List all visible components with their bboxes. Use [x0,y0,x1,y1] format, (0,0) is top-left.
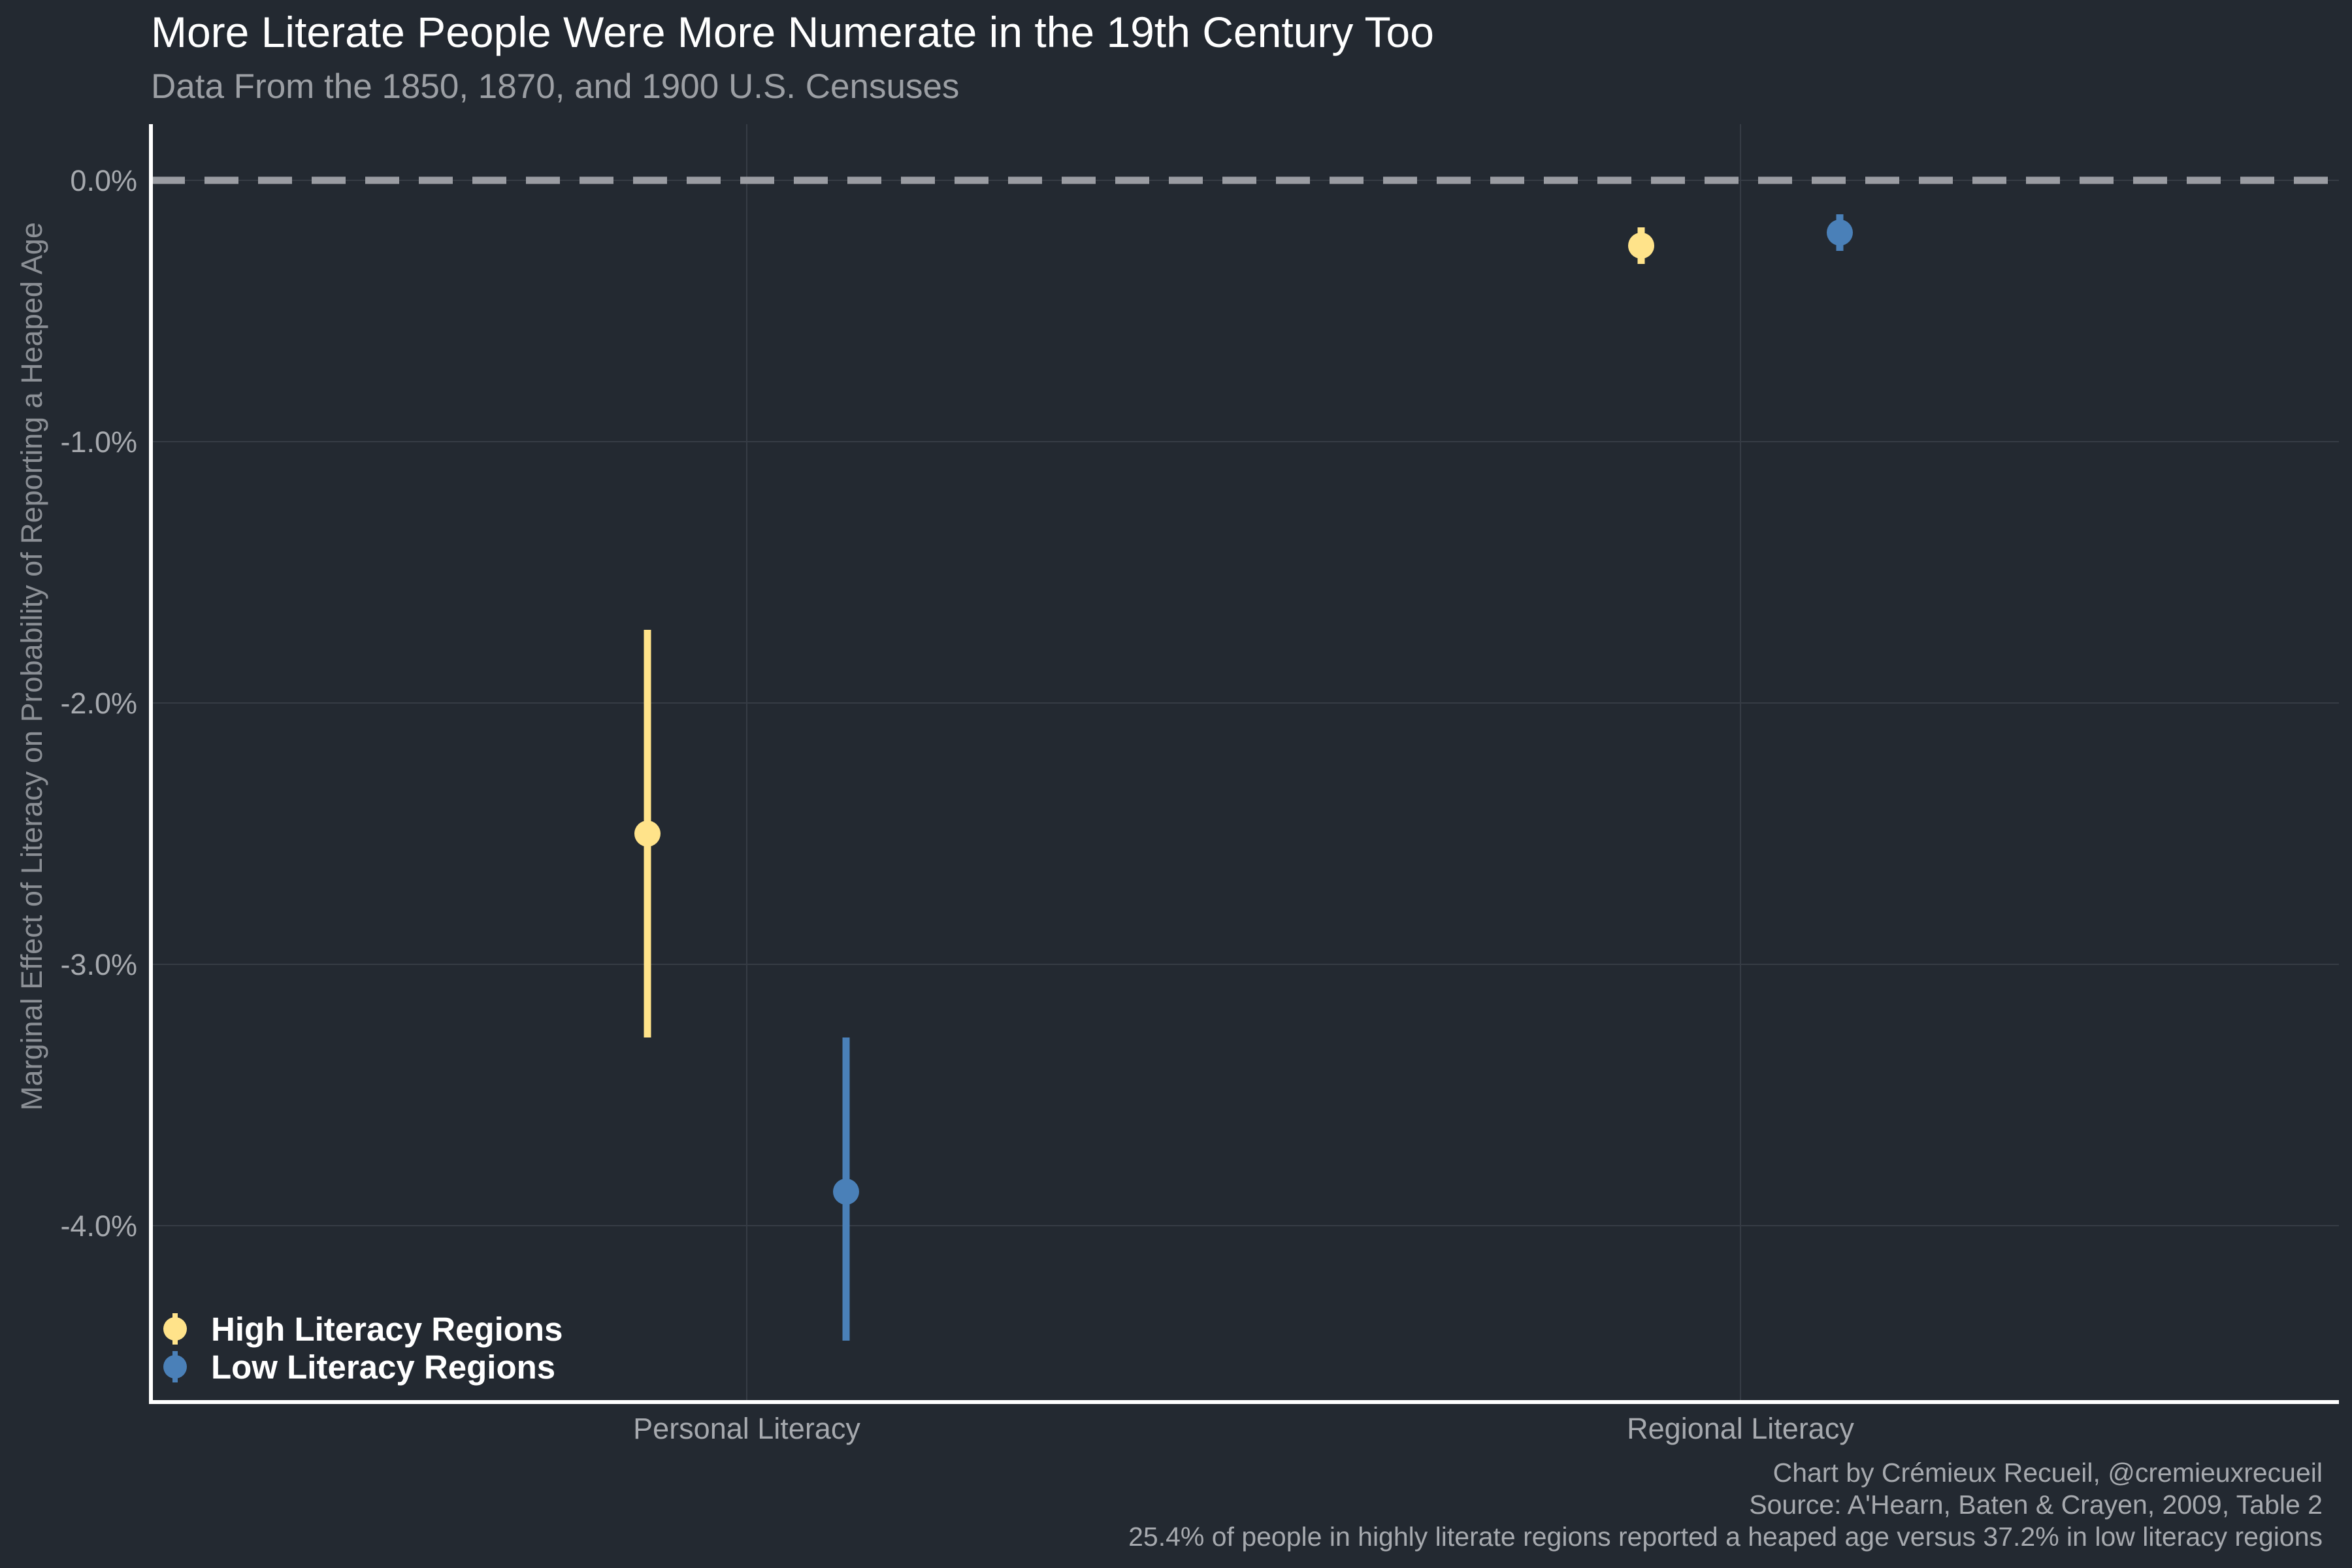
caption-line: 25.4% of people in highly literate regio… [1128,1522,2323,1552]
caption-line: Chart by Crémieux Recueil, @cremieuxrecu… [1773,1458,2323,1488]
x-tick-labels: Personal Literacy Regional Literacy [633,1412,1854,1445]
y-tick-label: -3.0% [60,948,137,981]
chart-title: More Literate People Were More Numerate … [151,8,1434,56]
legend-label: High Literacy Regions [211,1311,563,1348]
data-point [1827,220,1853,246]
legend-key-point [163,1317,187,1341]
legend-label: Low Literacy Regions [211,1348,555,1386]
x-tick-label: Regional Literacy [1627,1412,1854,1445]
y-tick-labels: 0.0% -1.0% -2.0% -3.0% -4.0% [60,164,137,1243]
chart-subtitle: Data From the 1850, 1870, and 1900 U.S. … [151,67,959,106]
y-tick-label: 0.0% [70,164,137,197]
data-point [1628,233,1654,259]
y-tick-label: -4.0% [60,1209,137,1243]
data-point [833,1179,859,1205]
y-tick-label: -2.0% [60,687,137,720]
data-point [634,821,661,847]
grid [151,124,2339,1402]
data-marks [634,214,1853,1341]
captions: Chart by Crémieux Recueil, @cremieuxrecu… [1128,1458,2323,1552]
y-tick-label: -1.0% [60,425,137,459]
y-axis-label: Marginal Effect of Literacy on Probabili… [15,222,48,1111]
x-tick-label: Personal Literacy [633,1412,860,1445]
caption-line: Source: A'Hearn, Baten & Crayen, 2009, T… [1749,1490,2323,1520]
legend-key-point [163,1355,187,1379]
